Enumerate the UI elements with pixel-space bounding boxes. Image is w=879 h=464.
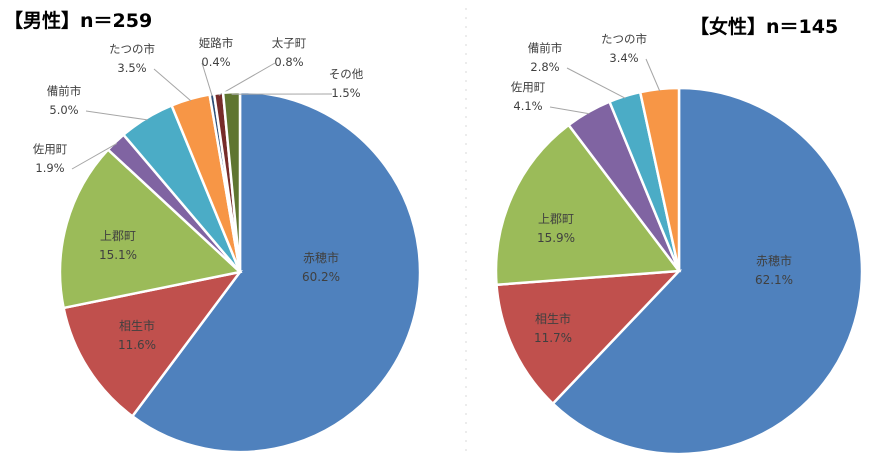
pie-slice xyxy=(495,269,683,406)
slice-label: 佐用町 xyxy=(511,80,546,94)
slice-label: 備前市 xyxy=(528,41,563,55)
slice-label: 赤穂市 xyxy=(756,253,792,268)
slice-percent-label: 0.4% xyxy=(201,55,230,69)
slice-label: 上郡町 xyxy=(100,229,136,243)
leader-line xyxy=(85,110,148,121)
slice-percent-label: 0.8% xyxy=(274,55,303,69)
slice-percent-label: 3.4% xyxy=(609,51,638,65)
slice-label: たつの市 xyxy=(601,32,647,46)
slice-percent-label: 11.7% xyxy=(534,331,572,345)
slice-percent-label: 60.2% xyxy=(302,270,340,284)
slice-percent-label: 1.9% xyxy=(35,161,64,175)
slice-percent-label: 2.8% xyxy=(530,60,559,74)
leader-line xyxy=(71,142,118,170)
slice-percent-label: 15.1% xyxy=(99,248,137,262)
leader-line xyxy=(566,67,626,99)
slice-percent-label: 1.5% xyxy=(331,86,360,100)
slice-percent-label: 11.6% xyxy=(118,338,156,352)
pie-slice xyxy=(551,86,864,456)
slice-label: 太子町 xyxy=(272,36,307,50)
leader-line xyxy=(645,58,661,92)
slice-percent-label: 15.9% xyxy=(537,231,575,245)
pie-slice xyxy=(638,86,681,272)
chart-title: 【男性】n＝259 xyxy=(4,9,152,32)
slice-label: 赤穂市 xyxy=(303,250,339,265)
pie-slice xyxy=(130,90,422,454)
slice-label: 姫路市 xyxy=(199,36,234,50)
slice-percent-label: 4.1% xyxy=(513,99,542,113)
pie-slice xyxy=(62,270,243,419)
slice-label: 佐用町 xyxy=(33,142,68,156)
slice-label: 相生市 xyxy=(535,311,571,326)
slice-label: 相生市 xyxy=(119,318,155,333)
pie-slice xyxy=(494,123,682,287)
pie-chart-male: 赤穂市 60.2% 相生市 11.6% 上郡町 15.1% 佐用町 1.9% 備前市 5.0% たつ… xyxy=(4,9,422,454)
slice-label: 備前市 xyxy=(47,84,82,98)
pie-chart-female: 赤穂市 62.1% 相生市 11.7% 上郡町 15.9% 佐用町 4.1% 備前市 2.8% たつ… xyxy=(494,15,864,456)
slice-percent-label: 3.5% xyxy=(117,61,146,75)
leader-line xyxy=(153,68,192,102)
slice-percent-label: 5.0% xyxy=(49,103,78,117)
chart-title: 【女性】n＝145 xyxy=(690,15,838,38)
pie-slice xyxy=(58,147,243,310)
slice-label: たつの市 xyxy=(109,42,155,56)
pie-slice xyxy=(221,90,242,273)
leader-line xyxy=(201,62,213,97)
slice-percent-label: 62.1% xyxy=(755,273,793,287)
slice-label: 上郡町 xyxy=(538,212,574,226)
leader-line xyxy=(218,62,276,96)
slice-label: その他 xyxy=(329,67,364,81)
leader-line xyxy=(549,106,590,115)
